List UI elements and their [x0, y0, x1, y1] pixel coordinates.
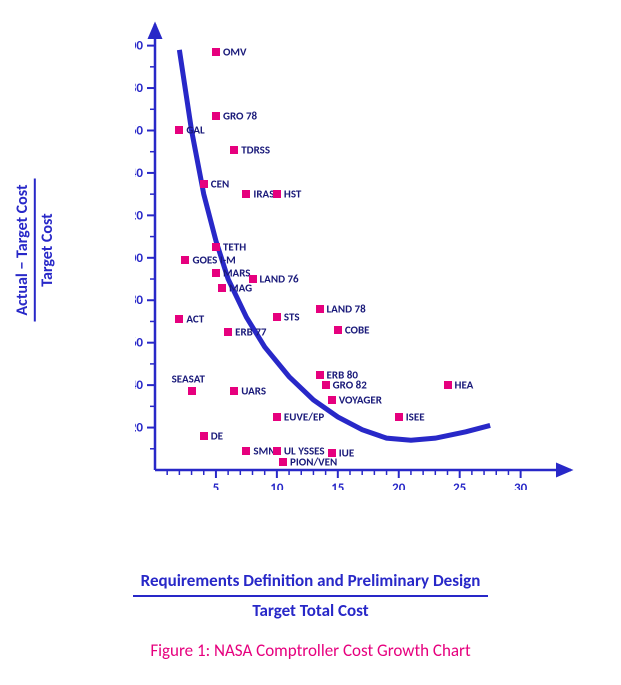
y-tick-label: 20 [135, 421, 143, 436]
data-point-label: EUVE/EP [284, 410, 324, 423]
x-tick-label: 20 [392, 481, 406, 490]
data-point [212, 112, 220, 120]
y-tick-label: 120 [135, 208, 143, 223]
data-point [273, 413, 281, 421]
data-point-label: SEASAT [172, 373, 205, 386]
data-point-label: HST [284, 188, 301, 201]
x-tick-label: 30 [514, 481, 528, 490]
data-point [212, 269, 220, 277]
data-point [200, 180, 208, 188]
data-point-label: MAG [229, 281, 252, 294]
data-point-label: GRO 78 [223, 109, 257, 122]
chart-container: Actual − Target Cost Target Cost 5101520… [55, 20, 595, 540]
data-point [188, 387, 196, 395]
data-point-label: TETH [223, 241, 246, 254]
data-point-label: VOYAGER [339, 393, 382, 406]
plot-area: 5 10 15 20 25 30 20 40 60 80 100 120 140 160 180 200 OM… [135, 20, 575, 490]
y-tick-label: 140 [135, 166, 143, 181]
data-point-label: CEN [211, 177, 229, 190]
y-tick-label: 160 [135, 123, 143, 138]
y-tick-label: 100 [135, 251, 143, 266]
x-axis-title: Requirements Definition and Preliminary … [0, 570, 621, 622]
x-tick-label: 15 [331, 481, 344, 490]
data-point [230, 146, 238, 154]
data-point [175, 315, 183, 323]
data-point [230, 387, 238, 395]
data-point [181, 256, 189, 264]
data-point-label: HEA [455, 379, 474, 392]
data-point [200, 432, 208, 440]
y-axis-denominator: Target Cost [36, 178, 57, 321]
data-point [328, 396, 336, 404]
data-point-label: LAND 78 [327, 302, 366, 315]
y-axis-title: Actual − Target Cost Target Cost [13, 178, 57, 321]
data-point-label: PION/VEN [290, 455, 337, 468]
data-point [212, 48, 220, 56]
data-point-label: ISEE [406, 410, 425, 423]
data-point-label: ACT [186, 313, 204, 326]
data-point [395, 413, 403, 421]
data-point-label: MARS [223, 266, 251, 279]
data-point [334, 326, 342, 334]
data-point-label: DE [211, 430, 223, 443]
y-tick-label: 40 [135, 378, 143, 393]
y-tick-label: 180 [135, 81, 143, 96]
data-point-label: LAND 76 [260, 273, 299, 286]
data-point-label: ERB 77 [235, 326, 266, 339]
y-tick-label: 80 [135, 293, 143, 308]
x-tick-label: 10 [270, 481, 284, 490]
data-point [316, 371, 324, 379]
data-point-label: OMV [223, 45, 247, 58]
data-point [242, 190, 250, 198]
data-point-label: UARS [241, 385, 266, 398]
data-point [279, 458, 287, 466]
data-point-label: COBE [345, 323, 370, 336]
data-point [273, 313, 281, 321]
y-axis-numerator: Actual − Target Cost [13, 178, 36, 321]
data-point [218, 284, 226, 292]
data-point [273, 447, 281, 455]
figure-caption: Figure 1: NASA Comptroller Cost Growth C… [0, 640, 621, 661]
y-tick-label: 200 [135, 39, 143, 54]
data-point [316, 305, 324, 313]
data-point [212, 243, 220, 251]
data-point-label: GRO 82 [333, 379, 367, 392]
data-point-label: STS [284, 311, 300, 324]
data-point [444, 381, 452, 389]
data-point-label: GOES I-M [192, 253, 235, 266]
data-point-label: GAL [186, 124, 204, 137]
data-point [175, 126, 183, 134]
data-point [242, 447, 250, 455]
data-point [273, 190, 281, 198]
data-point-label: IUE [339, 447, 354, 460]
data-point-label: IRAS [253, 188, 274, 201]
data-point-label: TDRSS [241, 143, 270, 156]
x-tick-label: 5 [213, 481, 220, 490]
data-point [224, 328, 232, 336]
x-axis-numerator: Requirements Definition and Preliminary … [133, 570, 489, 597]
x-axis-denominator: Target Total Cost [0, 597, 621, 622]
y-tick-label: 60 [135, 336, 143, 351]
x-tick-label: 25 [453, 481, 466, 490]
data-point [322, 381, 330, 389]
